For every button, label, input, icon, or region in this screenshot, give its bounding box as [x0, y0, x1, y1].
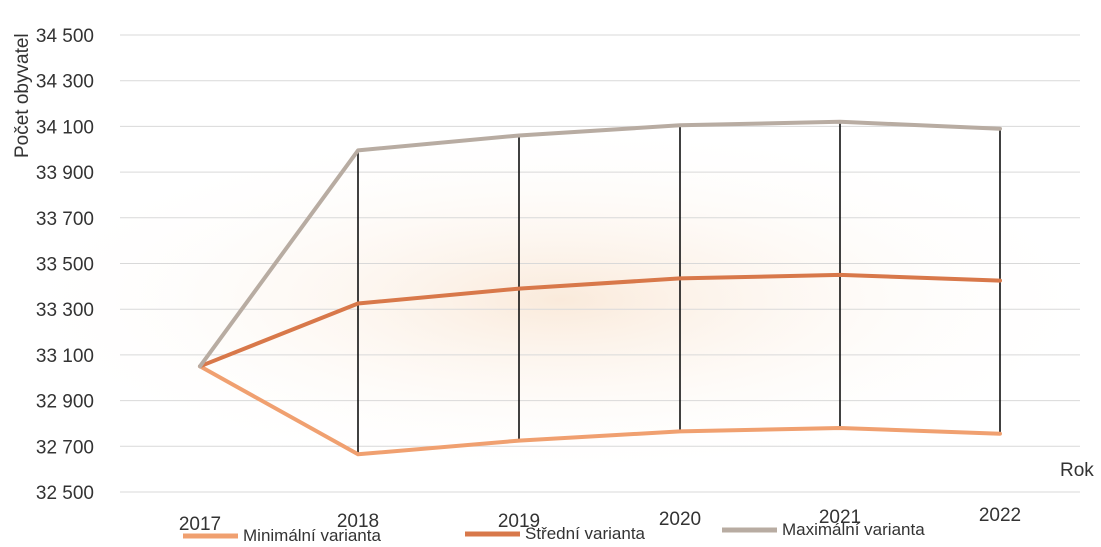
background-glow [0, 120, 1101, 480]
y-tick-label: 33 100 [36, 346, 94, 367]
series-line [198, 364, 1002, 457]
gridlines [120, 34, 1080, 493]
x-axis-title: Rok [1060, 460, 1094, 481]
y-tick-label: 32 900 [36, 392, 94, 413]
y-tick-label: 34 100 [36, 117, 94, 138]
y-tick-label: 33 500 [36, 255, 94, 276]
x-tick-label: 2019 [498, 511, 540, 532]
series-line [198, 272, 1002, 369]
legend: Minimální varianta Střední varianta Maximá… [183, 520, 925, 545]
y-tick-label: 32 700 [36, 437, 94, 458]
x-tick-label: 2022 [979, 505, 1021, 526]
series-line [198, 119, 1002, 369]
x-tick-label: 2020 [659, 509, 701, 530]
x-tick-label: 2021 [819, 507, 861, 528]
y-tick-label: 34 500 [36, 26, 94, 47]
legend-label: Střední varianta [525, 524, 646, 543]
y-tick-label: 33 300 [36, 300, 94, 321]
x-tick-label: 2017 [179, 514, 221, 535]
y-tick-labels: 32 500 32 700 32 900 33 100 33 300 33 500 33 7… [36, 26, 94, 504]
y-axis-title: Počet obyvatel [12, 33, 33, 158]
x-tick-labels: 2017 2018 2019 2020 2021 2022 [179, 505, 1021, 535]
y-tick-label: 32 500 [36, 483, 94, 504]
series-lines [198, 119, 1002, 457]
y-tick-label: 34 300 [36, 72, 94, 93]
y-tick-label: 33 700 [36, 209, 94, 230]
x-tick-label: 2018 [337, 511, 379, 532]
legend-label: Minimální varianta [243, 526, 381, 545]
legend-label: Maximální varianta [782, 520, 925, 539]
y-tick-label: 33 900 [36, 163, 94, 184]
